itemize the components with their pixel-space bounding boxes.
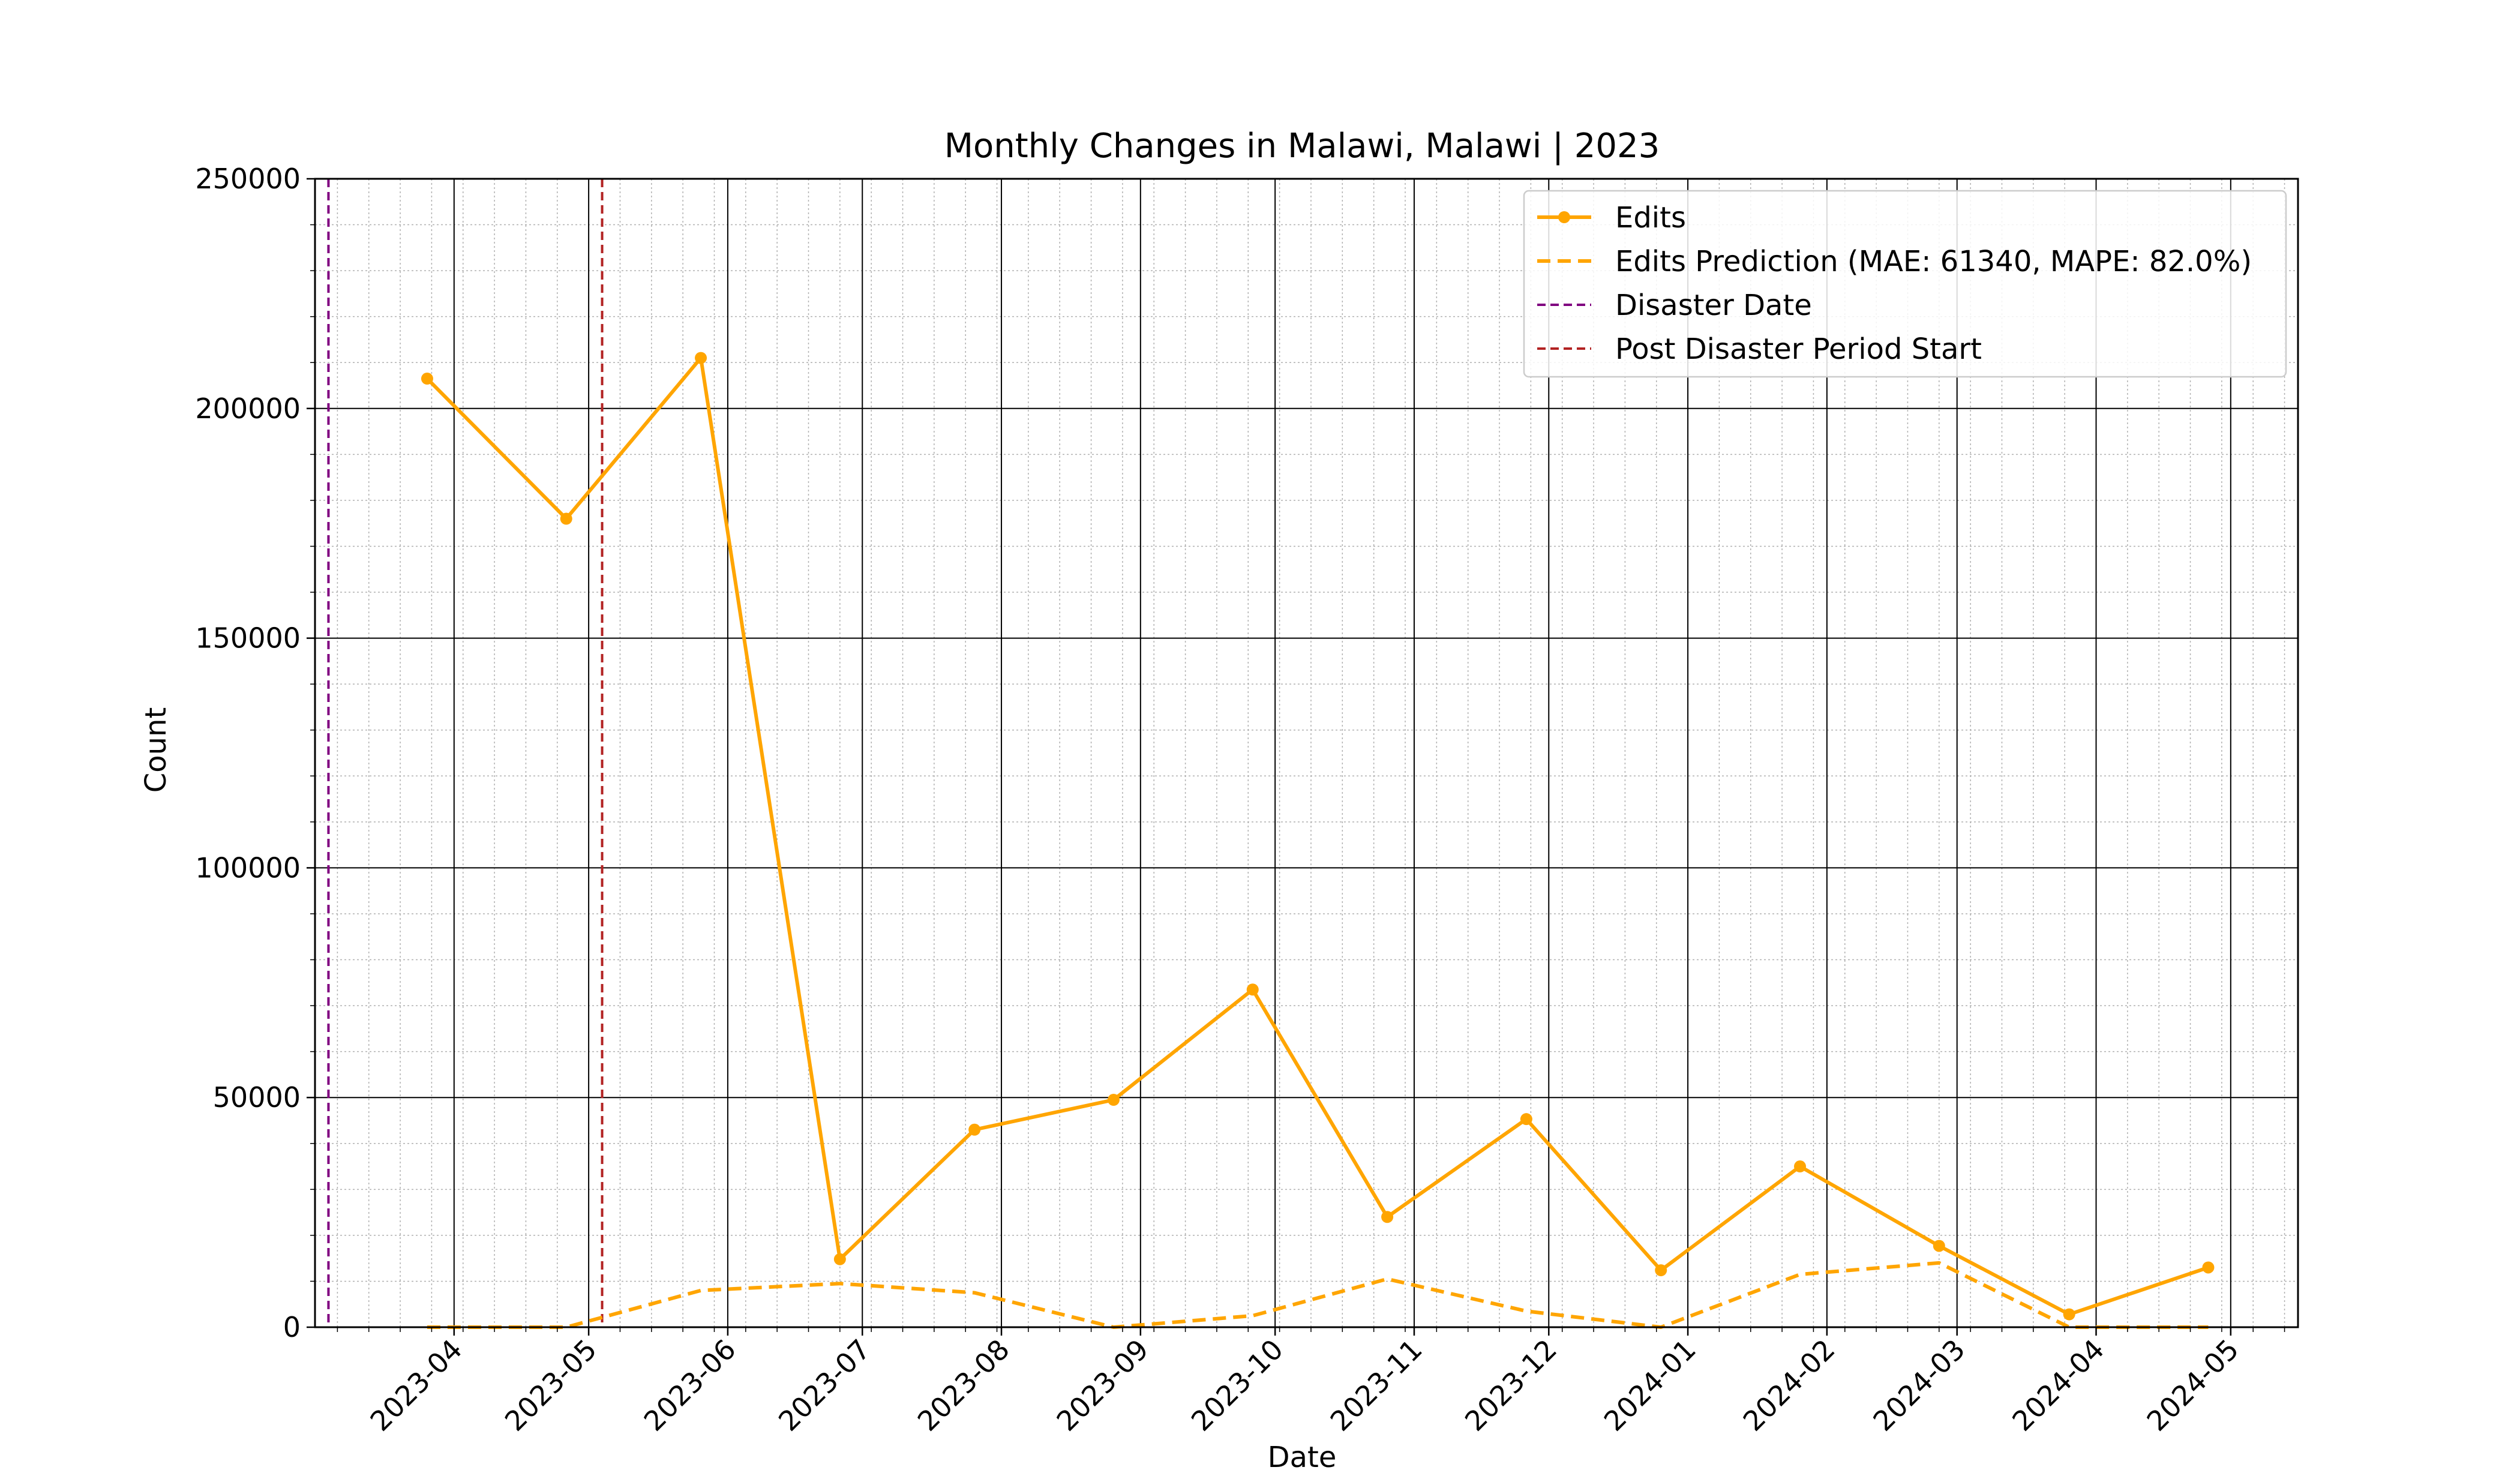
legend: Edits Edits Prediction (MAE: 61340, MAPE:… (1523, 190, 2287, 378)
edits-point (421, 373, 433, 385)
legend-label: Edits Prediction (MAE: 61340, MAPE: 82.0… (1615, 245, 2252, 278)
edits-point (1107, 1094, 1120, 1106)
legend-label: Edits (1615, 201, 1686, 235)
reference-lines (327, 179, 604, 1327)
y-axis-label: Count (139, 707, 173, 793)
chart-title: Monthly Changes in Malawi, Malawi | 2023 (944, 127, 1660, 166)
y-axis: 0 50000 100000 150000 200000 250000 (195, 163, 315, 1343)
edits-point (968, 1123, 981, 1136)
y-tick-label: 50000 (213, 1081, 301, 1114)
edits-point (695, 352, 707, 364)
plot-frame (314, 178, 2299, 1328)
data-series (421, 352, 2215, 1329)
edits-point (1933, 1240, 1945, 1252)
y-tick-label: 150000 (195, 622, 301, 655)
edits-line (425, 356, 2209, 1316)
y-tick-label: 200000 (195, 392, 301, 425)
legend-box (1523, 190, 2287, 378)
legend-marker (1558, 211, 1570, 223)
legend-label: Post Disaster Period Start (1615, 332, 1982, 366)
edits-point (1655, 1264, 1667, 1277)
edits-point (1246, 983, 1259, 996)
edits-point (2063, 1308, 2075, 1321)
y-tick-label: 250000 (195, 163, 301, 195)
edits-point (2202, 1261, 2215, 1274)
minor-grid (315, 179, 2298, 1327)
edits-point (560, 512, 572, 525)
edits-point (1381, 1211, 1394, 1223)
y-tick-label: 0 (283, 1311, 301, 1343)
x-axis-label: Date (1268, 1441, 1337, 1470)
edits-point (833, 1253, 846, 1265)
prediction-line (427, 1261, 2209, 1329)
edits-point (1794, 1160, 1807, 1173)
legend-label: Disaster Date (1615, 289, 1812, 322)
edits-point (1520, 1113, 1532, 1126)
y-tick-label: 100000 (195, 851, 301, 884)
